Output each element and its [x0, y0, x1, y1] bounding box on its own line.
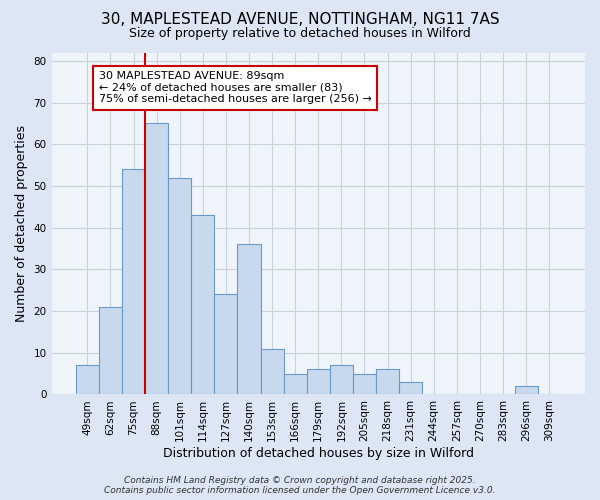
Bar	[145, 124, 168, 394]
Bar	[76, 366, 99, 394]
Bar	[307, 370, 330, 394]
Bar	[376, 370, 399, 394]
Text: 30 MAPLESTEAD AVENUE: 89sqm
← 24% of detached houses are smaller (83)
75% of sem: 30 MAPLESTEAD AVENUE: 89sqm ← 24% of det…	[99, 72, 372, 104]
Bar	[399, 382, 422, 394]
Text: Size of property relative to detached houses in Wilford: Size of property relative to detached ho…	[129, 28, 471, 40]
Bar	[353, 374, 376, 394]
Text: Contains HM Land Registry data © Crown copyright and database right 2025.
Contai: Contains HM Land Registry data © Crown c…	[104, 476, 496, 495]
Bar	[99, 307, 122, 394]
Bar	[122, 170, 145, 394]
Bar	[214, 294, 238, 394]
Bar	[515, 386, 538, 394]
Bar	[284, 374, 307, 394]
Bar	[191, 215, 214, 394]
Bar	[168, 178, 191, 394]
Y-axis label: Number of detached properties: Number of detached properties	[15, 125, 28, 322]
Bar	[330, 366, 353, 394]
Text: 30, MAPLESTEAD AVENUE, NOTTINGHAM, NG11 7AS: 30, MAPLESTEAD AVENUE, NOTTINGHAM, NG11 …	[101, 12, 499, 28]
Bar	[260, 348, 284, 395]
Bar	[238, 244, 260, 394]
X-axis label: Distribution of detached houses by size in Wilford: Distribution of detached houses by size …	[163, 447, 474, 460]
